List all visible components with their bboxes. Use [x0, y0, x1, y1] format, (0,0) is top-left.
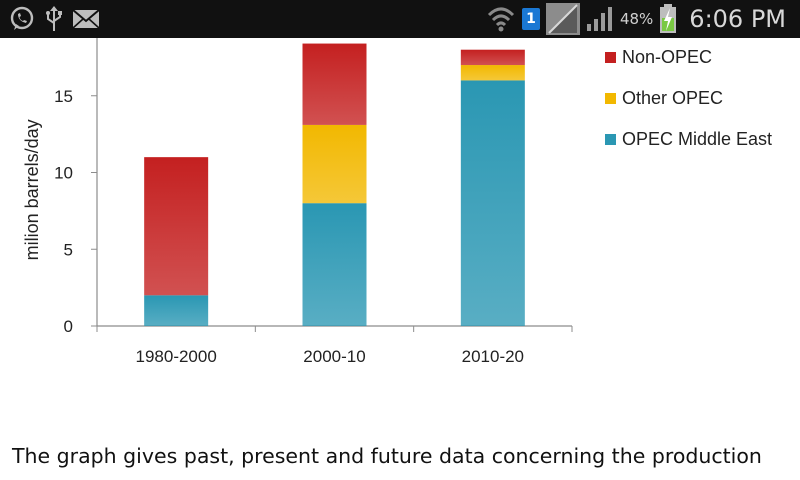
bar-other-opec — [460, 65, 525, 81]
bar-non-opec — [144, 157, 209, 296]
battery-percent: 48% — [619, 10, 654, 28]
legend-swatch — [605, 93, 616, 104]
stacked-bar-chart: 0 5 10 15 milion barrels/day 1980-2000 2000-10… — [22, 38, 772, 366]
status-bar: 1 48% 6:06 PM — [0, 0, 800, 38]
y-tick-label: 5 — [64, 240, 73, 259]
bar-non-opec — [302, 43, 367, 125]
y-tick-label: 0 — [64, 317, 73, 336]
y-axis-label: milion barrels/day — [22, 119, 42, 260]
x-tick-label: 1980-2000 — [136, 347, 217, 366]
signal-icon — [586, 6, 614, 32]
x-tick-label: 2010-20 — [462, 347, 524, 366]
y-tick-label: 10 — [54, 164, 73, 183]
bar-opec-middle-east — [144, 295, 209, 326]
caption: The graph gives past, present and future… — [12, 444, 762, 468]
legend-swatch — [605, 134, 616, 145]
bar-opec-middle-east — [460, 80, 525, 327]
y-tick-label: 15 — [54, 87, 73, 106]
bar-non-opec — [460, 49, 525, 66]
x-tick-label: 2000-10 — [303, 347, 365, 366]
bar-other-opec — [302, 124, 367, 204]
bar-opec-middle-east — [302, 203, 367, 326]
usb-icon — [44, 5, 64, 33]
wifi-icon — [486, 5, 516, 33]
legend-label: Other OPEC — [622, 88, 723, 108]
whatsapp-icon — [8, 5, 36, 33]
email-icon — [72, 8, 100, 30]
no-signal-icon — [545, 3, 580, 35]
legend-swatch — [605, 52, 616, 63]
legend-label: Non-OPEC — [622, 47, 712, 67]
battery-charging-icon — [659, 4, 677, 34]
notification-badge: 1 — [521, 8, 540, 30]
legend-label: OPEC Middle East — [622, 129, 772, 149]
clock: 6:06 PM — [689, 5, 786, 33]
